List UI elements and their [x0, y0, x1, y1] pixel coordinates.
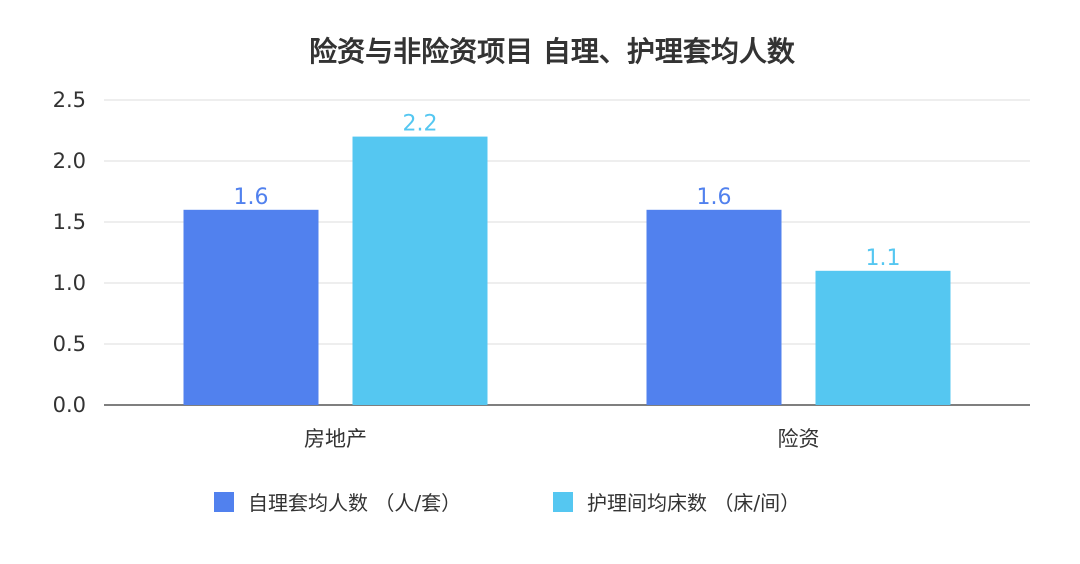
bar: [183, 209, 319, 405]
data-label: 1.6: [697, 185, 732, 210]
chart-title: 险资与非险资项目 自理、护理套均人数: [309, 35, 796, 68]
data-label: 1.1: [866, 246, 901, 271]
x-tick-label: 房地产: [304, 427, 367, 451]
x-tick-label: 险资: [778, 427, 820, 451]
legend-label: 护理间均床数 （床/间）: [587, 491, 800, 515]
legend-swatch: [553, 492, 573, 512]
legend-swatch: [214, 492, 234, 512]
bar: [646, 209, 782, 405]
data-labels: 1.6 2.2 1.6 1.1: [234, 112, 901, 271]
data-label: 1.6: [234, 185, 269, 210]
y-tick-label: 1.0: [53, 271, 86, 295]
legend: 自理套均人数 （人/套） 护理间均床数 （床/间）: [214, 491, 800, 515]
y-tick-label: 2.0: [53, 149, 86, 173]
y-tick-label: 0.5: [53, 332, 86, 356]
data-label: 2.2: [403, 112, 438, 137]
bar: [815, 270, 951, 405]
bar: [352, 136, 488, 405]
y-tick-label: 0.0: [53, 393, 86, 417]
y-tick-label: 1.5: [53, 210, 86, 234]
x-axis: 房地产 险资: [304, 427, 820, 451]
bars: [183, 136, 951, 405]
y-tick-label: 2.5: [53, 88, 86, 112]
legend-label: 自理套均人数 （人/套）: [248, 491, 461, 515]
